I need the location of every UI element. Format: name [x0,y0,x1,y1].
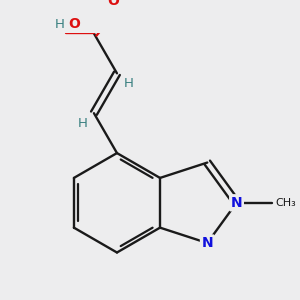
Text: H: H [55,17,64,31]
Text: N: N [202,236,213,250]
Text: N: N [231,196,242,210]
Text: CH₃: CH₃ [275,198,296,208]
Text: H: H [124,77,134,90]
Text: O: O [107,0,119,8]
Text: H: H [77,117,87,130]
Text: O: O [68,16,80,31]
